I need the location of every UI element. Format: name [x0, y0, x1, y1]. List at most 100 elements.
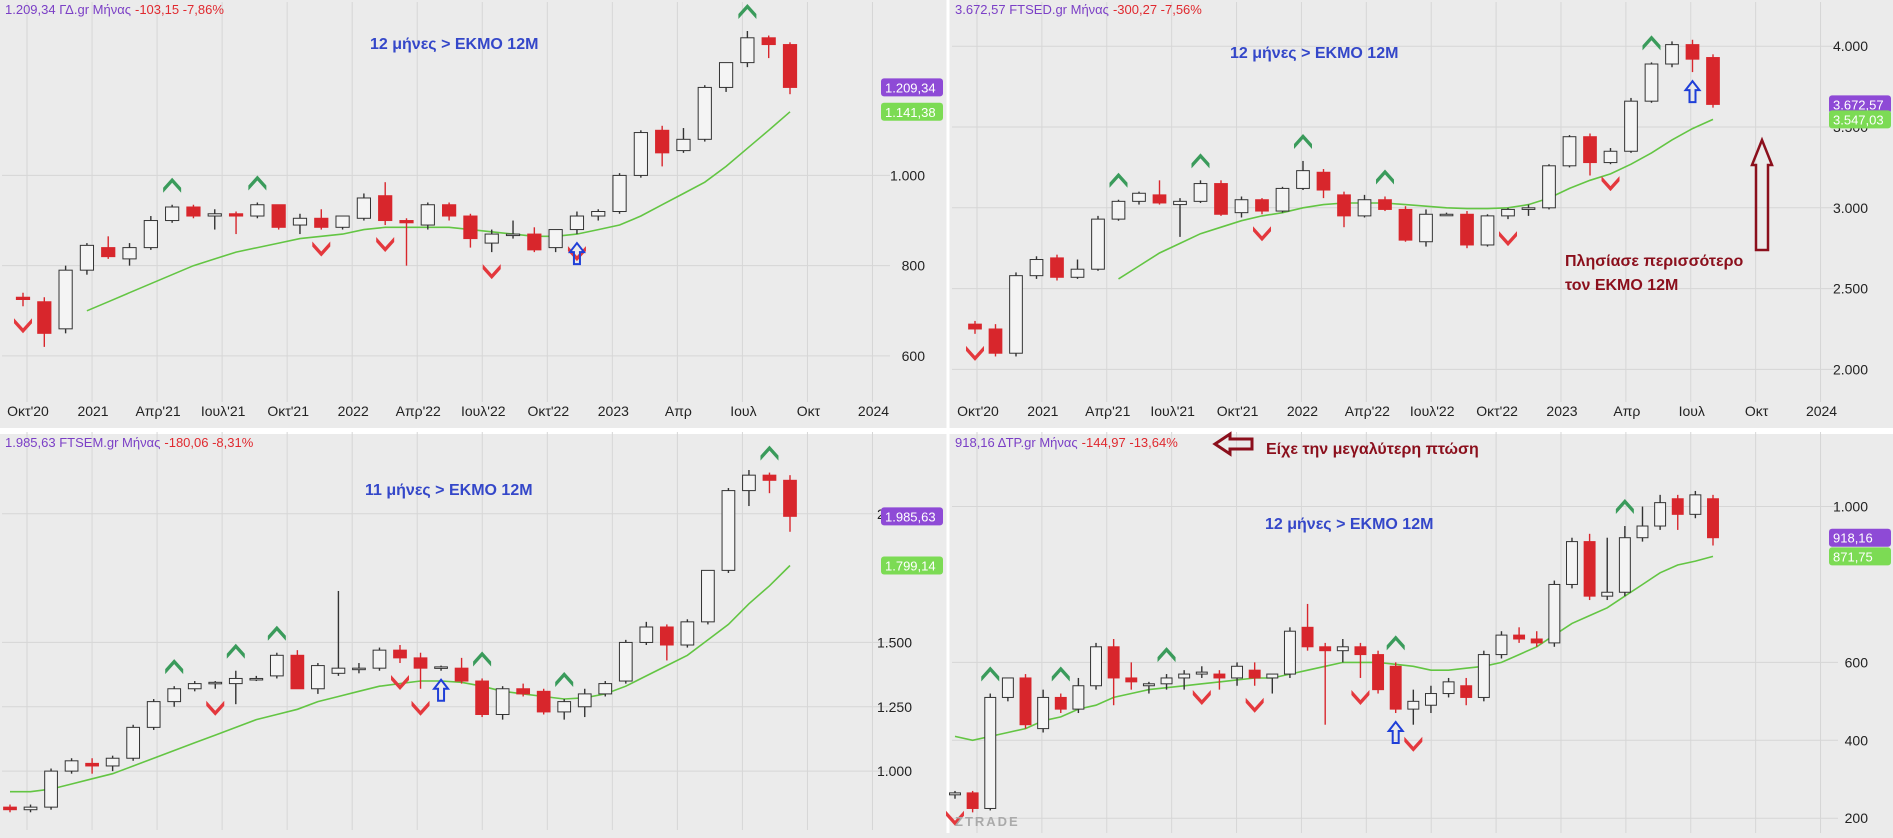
x-tick-label: Οκτ'22	[1476, 403, 1518, 419]
candle-up	[676, 138, 691, 152]
candle-down	[516, 688, 531, 695]
candle-up	[1624, 100, 1638, 152]
candle-down	[290, 654, 305, 690]
candle-down	[101, 247, 116, 258]
candle-up	[228, 677, 243, 685]
x-tick-label: 2024	[1806, 403, 1837, 419]
candle-up	[1336, 646, 1349, 652]
candle-up	[548, 229, 563, 249]
candle-up	[984, 696, 997, 809]
candle-up	[1111, 200, 1126, 220]
candle-down	[442, 204, 457, 217]
candle-up	[1603, 150, 1618, 164]
candle-down	[782, 44, 798, 88]
candle-down	[1398, 208, 1413, 241]
ema-badge-label: 1.141,38	[885, 105, 936, 120]
buy-signal-icon	[267, 625, 286, 641]
candle-down	[968, 323, 982, 330]
candle-up	[1480, 215, 1495, 246]
candle-up	[633, 132, 648, 176]
candle-down	[1389, 665, 1402, 710]
candle-down	[1707, 498, 1719, 539]
sell-signal-icon	[376, 237, 395, 253]
candle-up	[680, 621, 695, 646]
candle-down	[1513, 634, 1526, 640]
price-badge	[1829, 528, 1891, 547]
candle-up	[1091, 218, 1105, 270]
candle-down	[966, 792, 979, 809]
candle-down	[536, 690, 551, 713]
candle-down	[85, 762, 99, 767]
candle-down	[1107, 646, 1120, 679]
sell-signal-icon	[1245, 697, 1264, 713]
chart-panel-2: 2.0002.5003.0003.5004.000Οκτ'202021Απρ'2…	[952, 2, 1891, 419]
buy-signal-icon	[1191, 153, 1210, 169]
candle-up	[1521, 207, 1536, 210]
price-badge-label: 918,16	[1833, 531, 1873, 546]
candle-up	[1566, 541, 1578, 585]
chart-panel-1: 600 800 1.000 Οκτ'20 2021 Απρ'21 Ιουλ'21 Οκτ'21…	[2, 2, 943, 419]
sell-signal-icon	[411, 700, 430, 716]
buy-signal-icon	[1376, 169, 1394, 185]
candle-down	[15, 296, 31, 300]
candle-up	[591, 211, 606, 217]
candle-down	[1372, 654, 1385, 691]
candle-up	[557, 701, 572, 713]
candle-up	[1689, 494, 1702, 515]
candle-down	[475, 680, 489, 715]
buy-signal-icon	[738, 4, 757, 20]
candle-up	[1501, 208, 1515, 217]
candle-down	[1460, 685, 1473, 698]
price-badge-label: 1.985,63	[885, 509, 936, 524]
candle-down	[1583, 136, 1597, 164]
sell-signal-icon	[391, 675, 409, 691]
sell-signal-icon	[312, 241, 331, 257]
candle-up	[1275, 187, 1290, 212]
annotation-secondary-line1: Πλησίασε περισσότερο	[1565, 253, 1743, 270]
candle-up	[372, 649, 387, 669]
candle-up	[1234, 199, 1249, 214]
candle-up	[44, 770, 58, 808]
x-tick-label: 2023	[598, 403, 629, 419]
ema-12m-line	[1118, 118, 1714, 280]
candle-up	[1542, 165, 1556, 209]
candle-up	[126, 726, 141, 759]
candle-up	[165, 206, 180, 222]
left-outline-arrow-icon	[1212, 431, 1254, 457]
x-tick-label: Απρ	[665, 403, 692, 419]
ema-badge	[881, 556, 943, 575]
x-tick-label: Οκτ	[1745, 403, 1769, 419]
ticker-label: 918,16 ΔΤΡ.gr Μήνας	[955, 435, 1078, 450]
up-outline-arrow-icon	[1750, 136, 1774, 252]
sell-signal-icon	[1499, 231, 1517, 247]
sell-signal-icon	[1253, 226, 1271, 242]
candle-up	[1009, 275, 1023, 354]
candle-down	[1248, 669, 1261, 679]
buy-signal-icon	[163, 177, 182, 193]
candle-up	[612, 174, 627, 213]
x-tick-label: Ιουλ	[1679, 403, 1705, 419]
x-tick-label: Απρ'22	[1345, 403, 1390, 419]
ema-12m-line	[954, 555, 1714, 742]
candle-up	[1419, 213, 1433, 243]
candle-up	[577, 693, 592, 708]
candle-up	[1477, 654, 1490, 698]
candle-up	[1654, 502, 1667, 527]
candle-down	[762, 474, 777, 481]
candle-up	[79, 244, 95, 271]
ema-badge-label: 3.547,03	[1833, 112, 1884, 127]
x-tick-label: Απρ'21	[135, 403, 180, 419]
annotation-text: 12 μήνες > ΕΚΜΟ 12Μ	[370, 36, 538, 53]
watermark-logo: ZTRADE	[955, 814, 1020, 829]
candle-up	[249, 677, 264, 681]
change-label: -180,06 -8,31%	[164, 435, 253, 450]
change-label: -300,27 -7,56%	[1113, 2, 1202, 17]
x-tick-label: 2024	[858, 403, 889, 419]
x-tick-label: Ιουλ	[730, 403, 756, 419]
x-tick-label: Οκτ'20	[7, 403, 49, 419]
sell-signal-icon	[1404, 736, 1423, 752]
candle-up	[292, 217, 308, 226]
annotation-text: 11 μήνες > ΕΚΜΟ 12Μ	[365, 482, 533, 499]
candle-up	[207, 213, 222, 217]
